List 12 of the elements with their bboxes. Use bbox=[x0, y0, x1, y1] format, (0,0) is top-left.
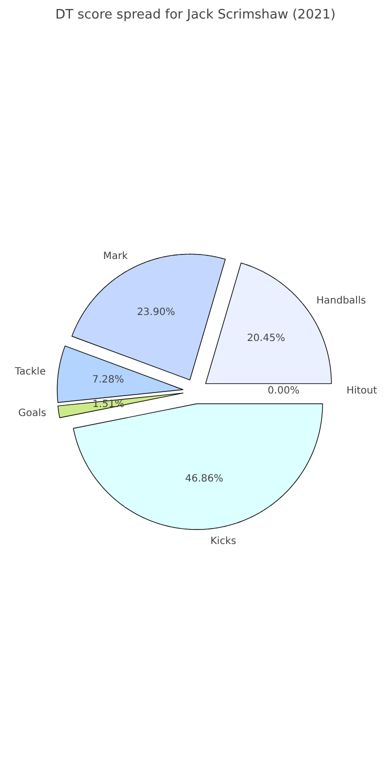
slice-label: Handballs bbox=[316, 295, 366, 306]
slice-label: Goals bbox=[18, 408, 46, 420]
slice-label: Tackle bbox=[14, 366, 46, 378]
data-label: 20.45% bbox=[246, 332, 286, 344]
data-label: 23.90% bbox=[136, 306, 176, 318]
category-label: Hitout bbox=[346, 386, 378, 397]
slice-label: Mark bbox=[103, 250, 128, 262]
slice-label: Kicks bbox=[210, 536, 236, 547]
data-label: 7.28% bbox=[92, 374, 124, 386]
data-label: 46.86% bbox=[185, 473, 224, 484]
text: 0.00% bbox=[268, 386, 300, 397]
chart-title: DT score spread for Jack Scrimshaw (2021) bbox=[55, 8, 336, 22]
